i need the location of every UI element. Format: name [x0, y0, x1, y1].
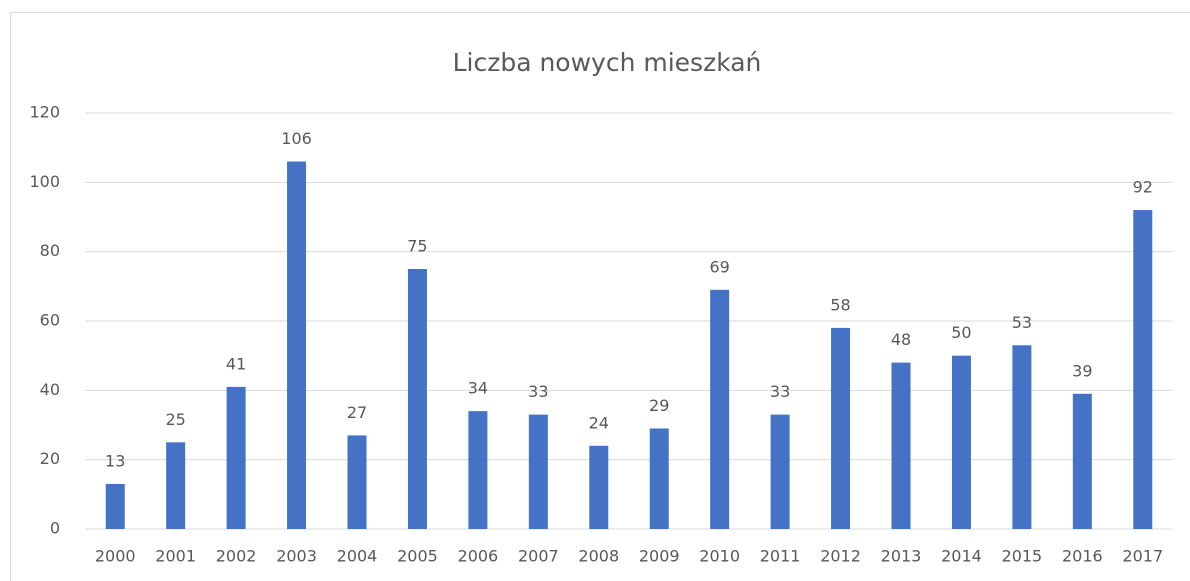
chart-title: Liczba nowych mieszkań	[453, 48, 762, 77]
bar	[1012, 345, 1032, 529]
bar	[528, 414, 548, 529]
data-label: 29	[649, 396, 669, 415]
x-tick-label: 2017	[1122, 547, 1163, 566]
x-tick-label: 2001	[155, 547, 196, 566]
x-tick-label: 2009	[639, 547, 680, 566]
bar	[468, 411, 488, 529]
x-tick-label: 2013	[881, 547, 922, 566]
x-tick-label: 2003	[276, 547, 317, 566]
bar	[710, 289, 730, 529]
x-tick-label: 2014	[941, 547, 982, 566]
data-label: 33	[770, 382, 790, 401]
y-tick-label: 0	[50, 519, 60, 538]
data-label: 25	[165, 410, 185, 429]
x-tick-label: 2008	[578, 547, 619, 566]
bar	[1072, 393, 1092, 529]
x-tick-label: 2016	[1062, 547, 1103, 566]
bar	[166, 442, 186, 529]
data-label: 24	[589, 413, 609, 432]
bar	[951, 355, 971, 529]
data-label: 69	[709, 257, 729, 276]
bar	[589, 445, 609, 529]
bar	[407, 269, 427, 529]
x-tick-label: 2004	[337, 547, 378, 566]
bar	[105, 483, 125, 529]
data-label: 13	[105, 451, 125, 470]
data-label: 34	[468, 379, 488, 398]
data-label: 33	[528, 382, 548, 401]
bar	[287, 161, 307, 530]
bar	[891, 362, 911, 529]
bar	[347, 435, 367, 529]
bar	[831, 327, 851, 529]
y-tick-label: 60	[40, 311, 60, 330]
data-label: 27	[347, 403, 367, 422]
x-tick-label: 2011	[760, 547, 801, 566]
x-tick-label: 2005	[397, 547, 438, 566]
data-label: 50	[951, 323, 971, 342]
y-tick-label: 120	[29, 103, 60, 122]
x-tick-label: 2002	[216, 547, 257, 566]
data-label: 41	[226, 354, 246, 373]
data-label: 75	[407, 237, 427, 256]
bar	[770, 414, 790, 529]
x-tick-label: 2006	[458, 547, 499, 566]
x-tick-label: 2015	[1002, 547, 1043, 566]
data-label: 92	[1133, 178, 1153, 197]
data-label: 53	[1012, 313, 1032, 332]
bar	[649, 428, 669, 529]
x-tick-label: 2007	[518, 547, 559, 566]
y-tick-label: 100	[29, 172, 60, 191]
x-tick-label: 2012	[820, 547, 861, 566]
data-label: 48	[891, 330, 911, 349]
y-tick-label: 80	[40, 241, 60, 260]
data-label: 39	[1072, 361, 1092, 380]
data-label: 106	[281, 129, 312, 148]
y-tick-label: 40	[40, 380, 60, 399]
data-label: 58	[830, 295, 850, 314]
x-tick-label: 2010	[699, 547, 740, 566]
x-tick-label: 2000	[95, 547, 136, 566]
y-tick-label: 20	[40, 449, 60, 468]
bar	[1133, 210, 1153, 530]
bar	[226, 386, 246, 529]
